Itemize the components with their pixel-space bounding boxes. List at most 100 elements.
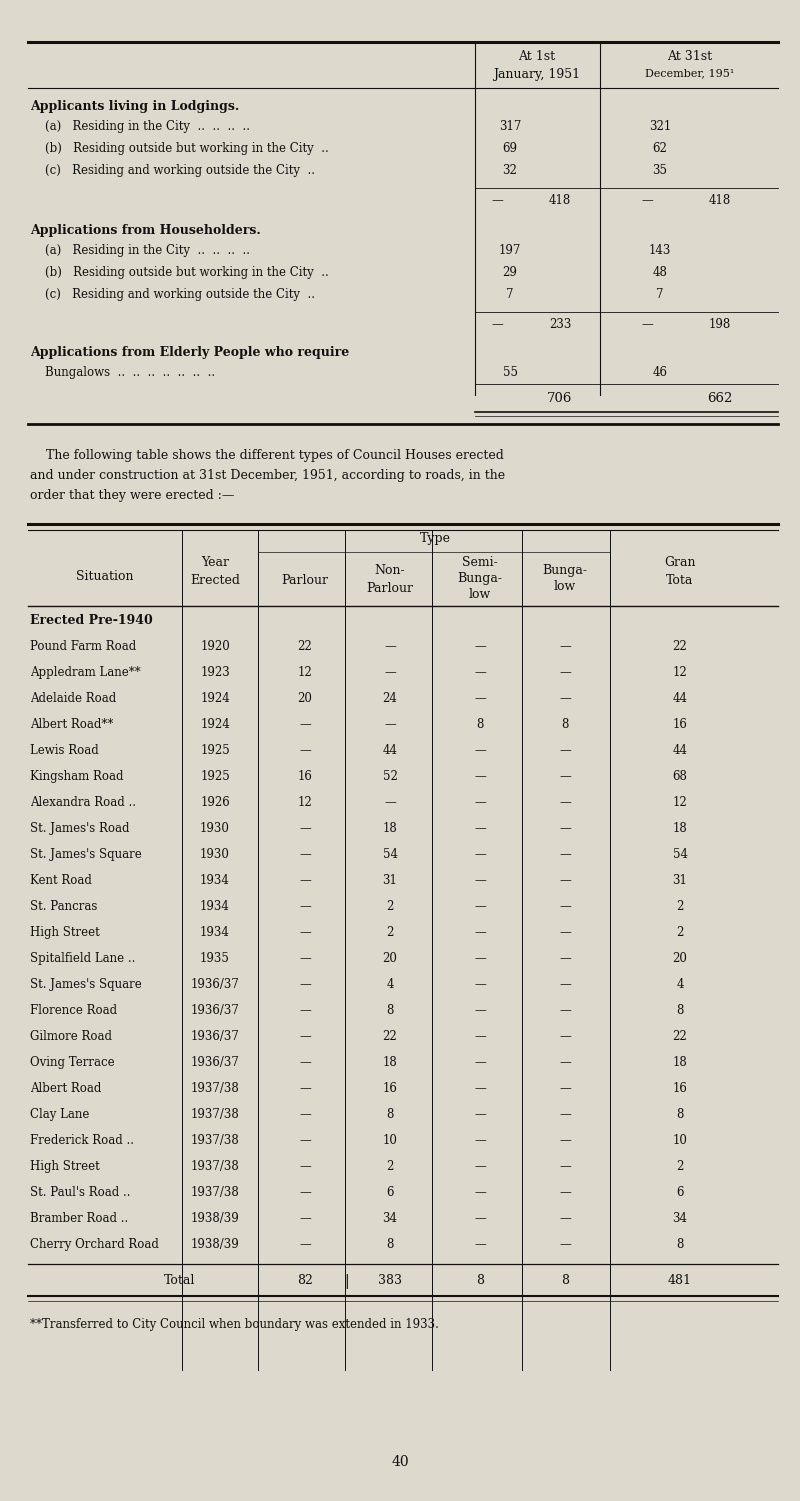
Text: —: — <box>559 1238 571 1250</box>
Text: —: — <box>384 717 396 731</box>
Text: —: — <box>384 666 396 678</box>
Text: 1934: 1934 <box>200 874 230 887</box>
Text: —: — <box>641 318 653 332</box>
Text: —: — <box>559 979 571 991</box>
Text: —: — <box>474 1030 486 1043</box>
Text: —: — <box>491 318 503 332</box>
Text: —: — <box>299 1030 311 1043</box>
Text: 662: 662 <box>707 392 733 405</box>
Text: 16: 16 <box>298 770 313 784</box>
Text: 321: 321 <box>649 120 671 134</box>
Text: 44: 44 <box>382 744 398 757</box>
Text: 54: 54 <box>673 848 687 862</box>
Text: St. James's Square: St. James's Square <box>30 979 142 991</box>
Text: Parlour: Parlour <box>282 573 329 587</box>
Text: —: — <box>474 639 486 653</box>
Text: 18: 18 <box>673 1057 687 1069</box>
Text: Bunga-: Bunga- <box>458 572 502 585</box>
Text: 52: 52 <box>382 770 398 784</box>
Text: Spitalfield Lane ..: Spitalfield Lane .. <box>30 952 135 965</box>
Text: —: — <box>559 796 571 809</box>
Text: 62: 62 <box>653 143 667 155</box>
Text: —: — <box>559 692 571 705</box>
Text: 1936/37: 1936/37 <box>190 1030 239 1043</box>
Text: Year: Year <box>201 555 229 569</box>
Text: 34: 34 <box>673 1211 687 1225</box>
Text: —: — <box>299 952 311 965</box>
Text: 7: 7 <box>656 288 664 302</box>
Text: —: — <box>299 717 311 731</box>
Text: 1937/38: 1937/38 <box>190 1082 239 1096</box>
Text: (c)   Residing and working outside the City  ..: (c) Residing and working outside the Cit… <box>30 288 315 302</box>
Text: (a)   Residing in the City  ..  ..  ..  ..: (a) Residing in the City .. .. .. .. <box>30 120 250 134</box>
Text: 8: 8 <box>676 1238 684 1250</box>
Text: Albert Road**: Albert Road** <box>30 717 114 731</box>
Text: 1935: 1935 <box>200 952 230 965</box>
Text: St. Pancras: St. Pancras <box>30 901 98 913</box>
Text: Erected: Erected <box>190 573 240 587</box>
Text: Gran: Gran <box>664 555 696 569</box>
Text: 24: 24 <box>382 692 398 705</box>
Text: —: — <box>299 1238 311 1250</box>
Text: —: — <box>384 639 396 653</box>
Text: 2: 2 <box>386 926 394 940</box>
Text: Applications from Householders.: Applications from Householders. <box>30 224 261 237</box>
Text: St. Paul's Road ..: St. Paul's Road .. <box>30 1186 130 1199</box>
Text: —: — <box>299 901 311 913</box>
Text: Oving Terrace: Oving Terrace <box>30 1057 114 1069</box>
Text: 1936/37: 1936/37 <box>190 1057 239 1069</box>
Text: 1923: 1923 <box>200 666 230 678</box>
Text: low: low <box>469 588 491 600</box>
Text: 4: 4 <box>386 979 394 991</box>
Text: —: — <box>299 848 311 862</box>
Text: —: — <box>559 848 571 862</box>
Text: —: — <box>299 1004 311 1018</box>
Text: 2: 2 <box>676 926 684 940</box>
Text: 1937/38: 1937/38 <box>190 1133 239 1147</box>
Text: 1934: 1934 <box>200 901 230 913</box>
Text: Kingsham Road: Kingsham Road <box>30 770 123 784</box>
Text: —: — <box>474 1160 486 1172</box>
Text: 418: 418 <box>549 194 571 207</box>
Text: Bungalows  ..  ..  ..  ..  ..  ..  ..: Bungalows .. .. .. .. .. .. .. <box>30 366 215 378</box>
Text: —: — <box>384 796 396 809</box>
Text: 34: 34 <box>382 1211 398 1225</box>
Text: 143: 143 <box>649 245 671 257</box>
Text: Frederick Road ..: Frederick Road .. <box>30 1133 134 1147</box>
Text: 8: 8 <box>676 1108 684 1121</box>
Text: —: — <box>474 1082 486 1096</box>
Text: 54: 54 <box>382 848 398 862</box>
Text: Type: Type <box>419 531 450 545</box>
Text: 1924: 1924 <box>200 692 230 705</box>
Text: —: — <box>474 901 486 913</box>
Text: 68: 68 <box>673 770 687 784</box>
Text: 418: 418 <box>709 194 731 207</box>
Text: —: — <box>559 901 571 913</box>
Text: 20: 20 <box>673 952 687 965</box>
Text: —: — <box>474 1186 486 1199</box>
Text: —: — <box>474 666 486 678</box>
Text: Cherry Orchard Road: Cherry Orchard Road <box>30 1238 159 1250</box>
Text: (b)   Residing outside but working in the City  ..: (b) Residing outside but working in the … <box>30 266 329 279</box>
Text: —: — <box>474 952 486 965</box>
Text: —: — <box>474 692 486 705</box>
Text: —: — <box>559 823 571 835</box>
Text: 46: 46 <box>653 366 667 378</box>
Text: 29: 29 <box>502 266 518 279</box>
Text: Tota: Tota <box>666 573 694 587</box>
Text: —: — <box>474 796 486 809</box>
Text: —: — <box>474 770 486 784</box>
Text: (b)   Residing outside but working in the City  ..: (b) Residing outside but working in the … <box>30 143 329 155</box>
Text: 10: 10 <box>382 1133 398 1147</box>
Text: order that they were erected :—: order that they were erected :— <box>30 489 234 501</box>
Text: —: — <box>474 1133 486 1147</box>
Text: 55: 55 <box>502 366 518 378</box>
Text: 44: 44 <box>673 692 687 705</box>
Text: 8: 8 <box>476 1274 484 1286</box>
Text: Situation: Situation <box>76 570 134 582</box>
Text: 8: 8 <box>561 1274 569 1286</box>
Text: —: — <box>474 926 486 940</box>
Text: 8: 8 <box>476 717 484 731</box>
Text: 8: 8 <box>562 717 569 731</box>
Text: 35: 35 <box>653 164 667 177</box>
